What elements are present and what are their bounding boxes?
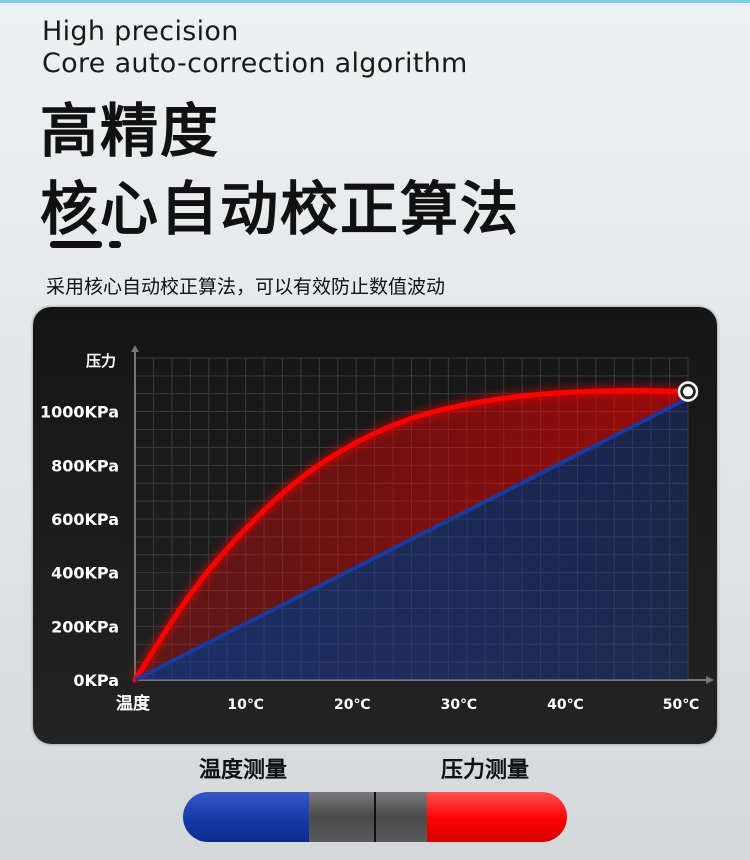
- legend-bar: [183, 792, 567, 842]
- legend-middle-segment: [309, 792, 427, 842]
- english-title-line2: Core auto-correction algorithm: [42, 48, 468, 79]
- y-tick-label: 200KPa: [51, 617, 119, 636]
- legend-temperature-label: 温度测量: [199, 758, 288, 783]
- y-tick-label: 0KPa: [73, 671, 119, 690]
- x-axis-arrow-icon: [706, 676, 714, 684]
- x-axis-label: 温度: [116, 693, 151, 714]
- y-axis-label: 压力: [86, 352, 116, 370]
- legend-pressure-label: 压力测量: [441, 758, 530, 783]
- blue-series-line: [134, 396, 689, 682]
- y-tick-label: 600KPa: [51, 510, 119, 529]
- tick-labels: 0KPa 200KPa 400KPa 600KPa 800KPa 1000KPa 10℃ 20…: [40, 403, 699, 713]
- chinese-title-line2: 核心自动校正算法: [40, 175, 521, 243]
- y-tick-label: 800KPa: [51, 456, 119, 475]
- chinese-title-line1: 高精度: [40, 97, 221, 165]
- red-series-line: [132, 388, 691, 683]
- legend-temperature-segment: [183, 792, 309, 842]
- x-tick-label: 10℃: [227, 697, 263, 713]
- x-tick-label: 50℃: [663, 697, 699, 713]
- legend-pressure-segment: [427, 792, 567, 842]
- top-accent-line: [0, 0, 750, 3]
- y-tick-label: 1000KPa: [40, 403, 119, 422]
- series-marks: [130, 381, 699, 683]
- end-point-marker-core: [683, 386, 693, 397]
- x-tick-label: 20℃: [334, 697, 370, 713]
- x-tick-label: 30℃: [441, 697, 477, 713]
- x-tick-label: 40℃: [547, 697, 583, 713]
- title-divider-dot: [109, 241, 121, 248]
- title-divider: [50, 241, 102, 248]
- english-title-line1: High precision: [42, 16, 239, 47]
- subtitle: 采用核心自动校正算法，可以有效防止数值波动: [46, 276, 446, 298]
- y-tick-label: 400KPa: [51, 564, 119, 583]
- y-axis-arrow-icon: [131, 345, 139, 352]
